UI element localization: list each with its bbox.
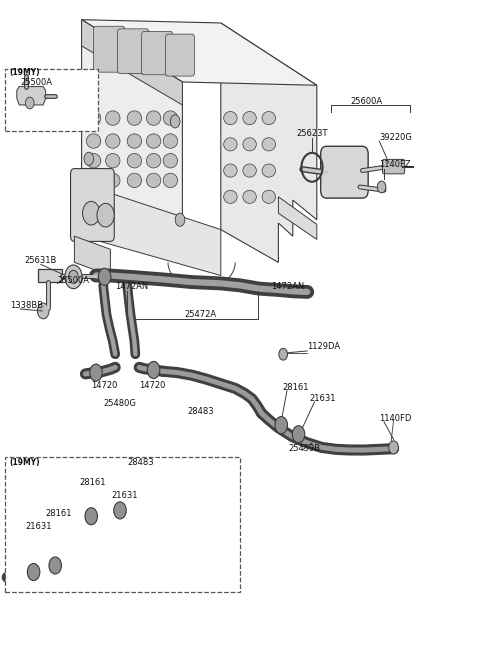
Ellipse shape: [262, 138, 276, 151]
Ellipse shape: [163, 134, 178, 148]
Circle shape: [49, 557, 61, 574]
Polygon shape: [17, 87, 46, 105]
FancyBboxPatch shape: [94, 26, 125, 72]
Text: 25500A: 25500A: [20, 77, 52, 87]
Circle shape: [85, 508, 97, 525]
Text: 21631: 21631: [25, 522, 51, 531]
Ellipse shape: [86, 111, 101, 125]
Ellipse shape: [127, 111, 142, 125]
Circle shape: [377, 181, 386, 193]
Text: 21631: 21631: [112, 491, 138, 500]
Circle shape: [90, 364, 102, 381]
Circle shape: [147, 361, 160, 379]
Text: 25472A: 25472A: [185, 310, 217, 319]
Text: 39220G: 39220G: [379, 133, 412, 142]
Ellipse shape: [127, 173, 142, 188]
Text: 25500A: 25500A: [58, 276, 90, 285]
Text: 25600A: 25600A: [350, 97, 383, 106]
Text: (19MY): (19MY): [10, 458, 40, 467]
Text: 1472AN: 1472AN: [115, 282, 148, 291]
Text: 28161: 28161: [46, 509, 72, 518]
Circle shape: [279, 348, 288, 360]
Ellipse shape: [224, 164, 237, 177]
Polygon shape: [221, 23, 317, 262]
Text: 14720: 14720: [139, 380, 166, 390]
Ellipse shape: [163, 173, 178, 188]
Circle shape: [97, 203, 114, 227]
Circle shape: [170, 115, 180, 128]
Ellipse shape: [106, 154, 120, 168]
FancyBboxPatch shape: [71, 169, 114, 241]
Text: 28483: 28483: [187, 407, 214, 416]
Ellipse shape: [146, 134, 161, 148]
Circle shape: [275, 417, 288, 434]
Ellipse shape: [86, 154, 101, 168]
Text: 14720: 14720: [91, 380, 118, 390]
Polygon shape: [278, 197, 317, 239]
Circle shape: [83, 201, 100, 225]
Ellipse shape: [146, 154, 161, 168]
Ellipse shape: [243, 138, 256, 151]
Ellipse shape: [146, 173, 161, 188]
FancyBboxPatch shape: [5, 69, 98, 131]
Circle shape: [27, 564, 40, 581]
Text: 25631B: 25631B: [24, 256, 56, 265]
Circle shape: [84, 152, 94, 165]
FancyBboxPatch shape: [383, 159, 405, 174]
Text: 1472AN: 1472AN: [271, 282, 304, 291]
Ellipse shape: [262, 164, 276, 177]
Polygon shape: [82, 20, 317, 85]
Ellipse shape: [127, 134, 142, 148]
Ellipse shape: [243, 190, 256, 203]
Circle shape: [98, 268, 111, 285]
Ellipse shape: [224, 112, 237, 125]
FancyBboxPatch shape: [166, 34, 194, 76]
Text: 1140FD: 1140FD: [379, 414, 411, 423]
Ellipse shape: [243, 164, 256, 177]
Ellipse shape: [106, 173, 120, 188]
Circle shape: [114, 502, 126, 519]
Ellipse shape: [106, 134, 120, 148]
Text: 21631: 21631: [310, 394, 336, 403]
Ellipse shape: [127, 154, 142, 168]
Polygon shape: [82, 184, 221, 276]
Text: 28161: 28161: [79, 478, 106, 487]
Text: 25480G: 25480G: [103, 399, 136, 408]
FancyBboxPatch shape: [142, 31, 173, 75]
Text: 25623T: 25623T: [297, 129, 328, 138]
Ellipse shape: [224, 138, 237, 151]
Text: (19MY): (19MY): [10, 68, 40, 77]
Ellipse shape: [86, 173, 101, 188]
Circle shape: [389, 441, 398, 454]
Ellipse shape: [262, 190, 276, 203]
Ellipse shape: [106, 111, 120, 125]
Text: 1129DA: 1129DA: [307, 342, 340, 351]
Circle shape: [175, 213, 185, 226]
Circle shape: [69, 270, 78, 283]
Ellipse shape: [243, 112, 256, 125]
Ellipse shape: [163, 111, 178, 125]
Polygon shape: [82, 20, 182, 105]
Circle shape: [25, 97, 34, 109]
Text: 25459B: 25459B: [288, 443, 320, 453]
Ellipse shape: [262, 112, 276, 125]
Ellipse shape: [86, 134, 101, 148]
Text: 28161: 28161: [282, 382, 309, 392]
FancyBboxPatch shape: [118, 29, 149, 73]
FancyBboxPatch shape: [321, 146, 368, 198]
Polygon shape: [82, 20, 182, 220]
Ellipse shape: [163, 154, 178, 168]
Text: 1338BB: 1338BB: [11, 301, 44, 310]
Text: 1140FZ: 1140FZ: [379, 160, 411, 169]
Polygon shape: [38, 269, 62, 282]
Ellipse shape: [146, 111, 161, 125]
Text: 28483: 28483: [127, 458, 154, 467]
FancyBboxPatch shape: [5, 457, 240, 592]
Circle shape: [37, 303, 49, 319]
Ellipse shape: [224, 190, 237, 203]
Circle shape: [292, 426, 305, 443]
Circle shape: [65, 265, 82, 289]
Polygon shape: [74, 236, 110, 276]
